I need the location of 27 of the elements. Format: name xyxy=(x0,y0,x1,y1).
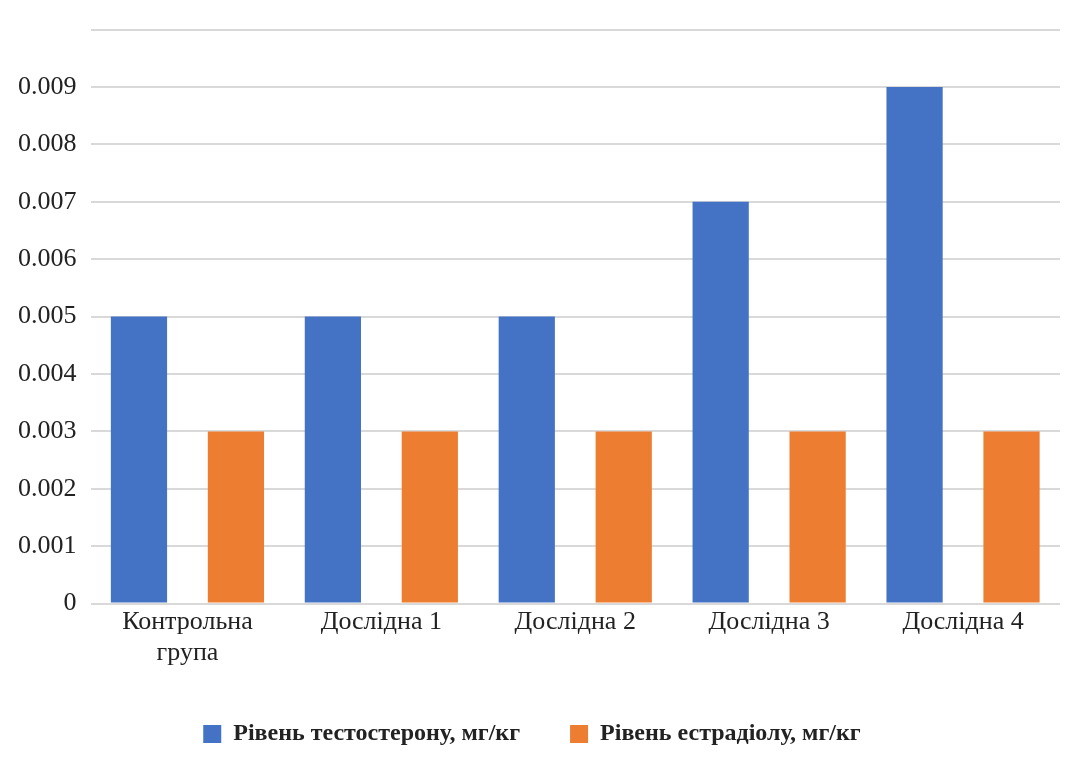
legend-label: Рівень тестостерону, мг/кг xyxy=(233,719,521,746)
x-tick-label: Дослідна 2 xyxy=(514,606,636,636)
y-tick-label: 0.006 xyxy=(18,243,77,273)
bar xyxy=(692,201,749,603)
y-tick-label: 0 xyxy=(63,587,77,617)
y-tick-label: 0.008 xyxy=(18,128,77,158)
bar xyxy=(595,431,652,603)
x-tick-label: Дослідна 3 xyxy=(708,606,830,636)
legend-label: Рівень естрадіолу, мг/кг xyxy=(600,719,861,746)
x-tick-label: Дослідна 1 xyxy=(320,606,443,636)
bar xyxy=(789,431,846,603)
bar xyxy=(886,87,943,603)
x-tick-label: Контрольна група xyxy=(122,606,254,667)
y-tick-label: 0.009 xyxy=(18,70,77,100)
y-tick-label: 0.007 xyxy=(18,185,77,215)
y-tick-label: 0.005 xyxy=(18,300,77,330)
bar xyxy=(983,431,1040,603)
bar xyxy=(110,316,168,603)
bar xyxy=(401,431,458,603)
x-tick-label: Дослідна 4 xyxy=(902,606,1024,636)
bar xyxy=(498,316,555,603)
bar xyxy=(207,431,265,603)
y-tick-label: 0.001 xyxy=(18,530,77,560)
y-tick-label: 0.004 xyxy=(18,357,77,387)
y-tick-label: 0.003 xyxy=(18,415,77,445)
y-tick-label: 0.002 xyxy=(18,472,77,502)
bar xyxy=(304,316,361,603)
